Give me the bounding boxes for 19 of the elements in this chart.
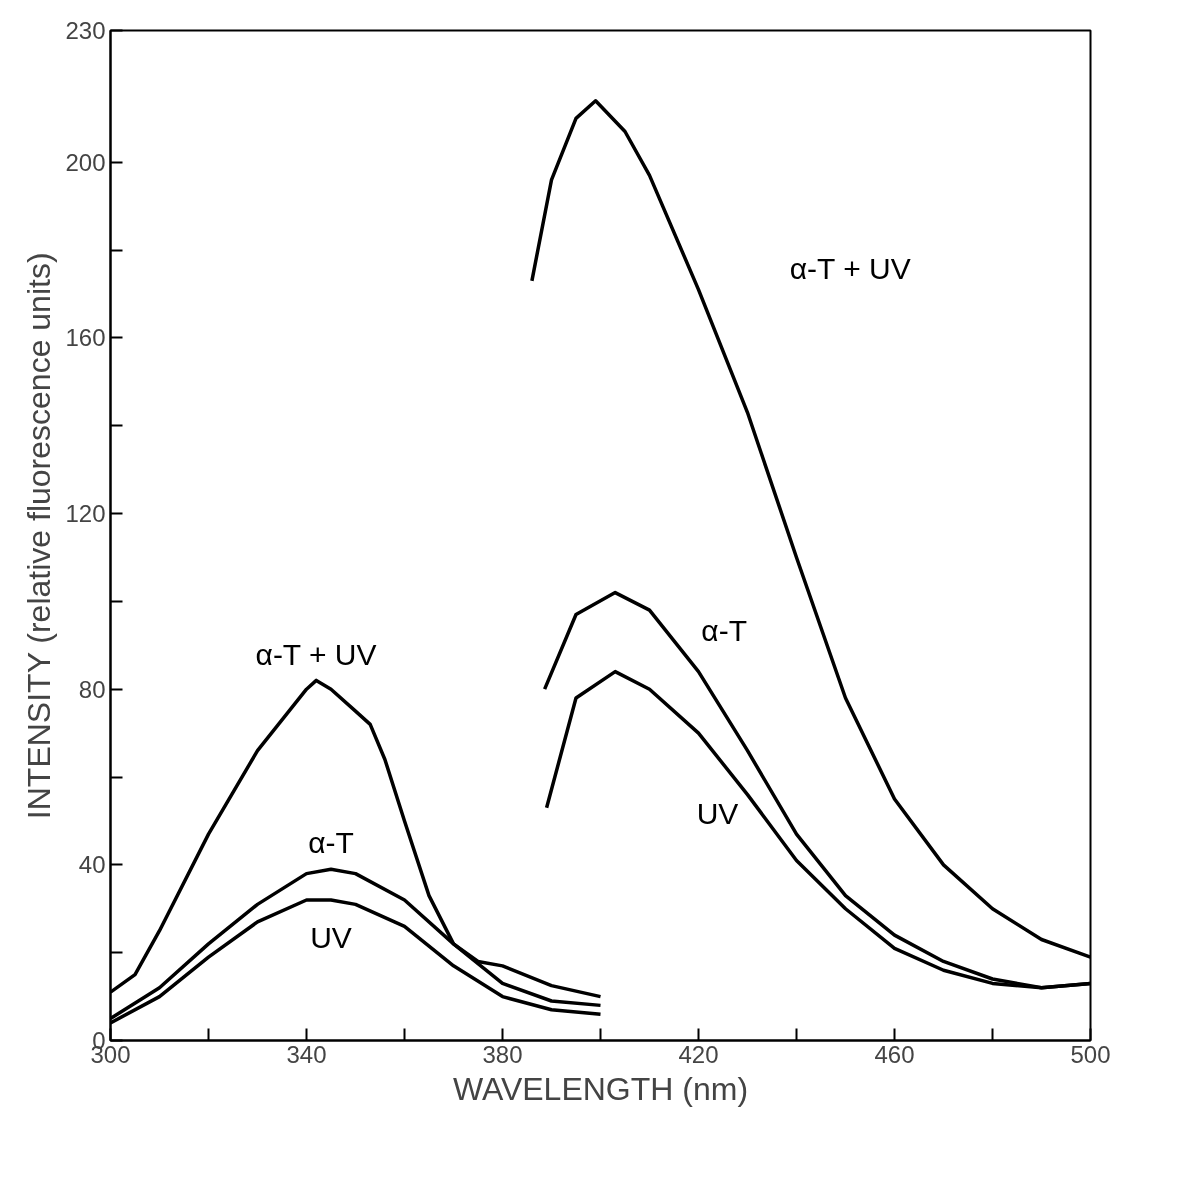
x-tick-label: 340 <box>286 1040 327 1068</box>
y-tick-label: 230 <box>65 17 106 44</box>
series-label: UV <box>310 921 352 955</box>
x-tick-label: 460 <box>874 1040 915 1068</box>
x-axis-title: WAVELENGTH (nm) <box>452 1070 749 1107</box>
y-tick-label: 200 <box>65 148 106 176</box>
y-tick-label: 120 <box>65 500 106 528</box>
series-label: UV <box>696 796 739 830</box>
y-tick-label: 80 <box>78 675 106 703</box>
x-tick-label: 380 <box>482 1040 523 1068</box>
x-tick-label: 420 <box>678 1040 719 1068</box>
y-tick-label: 160 <box>65 324 106 352</box>
series-label: α-T <box>701 614 748 648</box>
text: α-T + UV <box>789 252 911 286</box>
x-tick-label: 500 <box>1070 1040 1111 1068</box>
y-axis-title: INTENSITY (relative fluorescence units) <box>21 252 58 820</box>
series-label: α-T + UV <box>255 637 377 671</box>
series-label: α-T <box>308 825 354 859</box>
y-tick-label: 40 <box>78 851 106 879</box>
